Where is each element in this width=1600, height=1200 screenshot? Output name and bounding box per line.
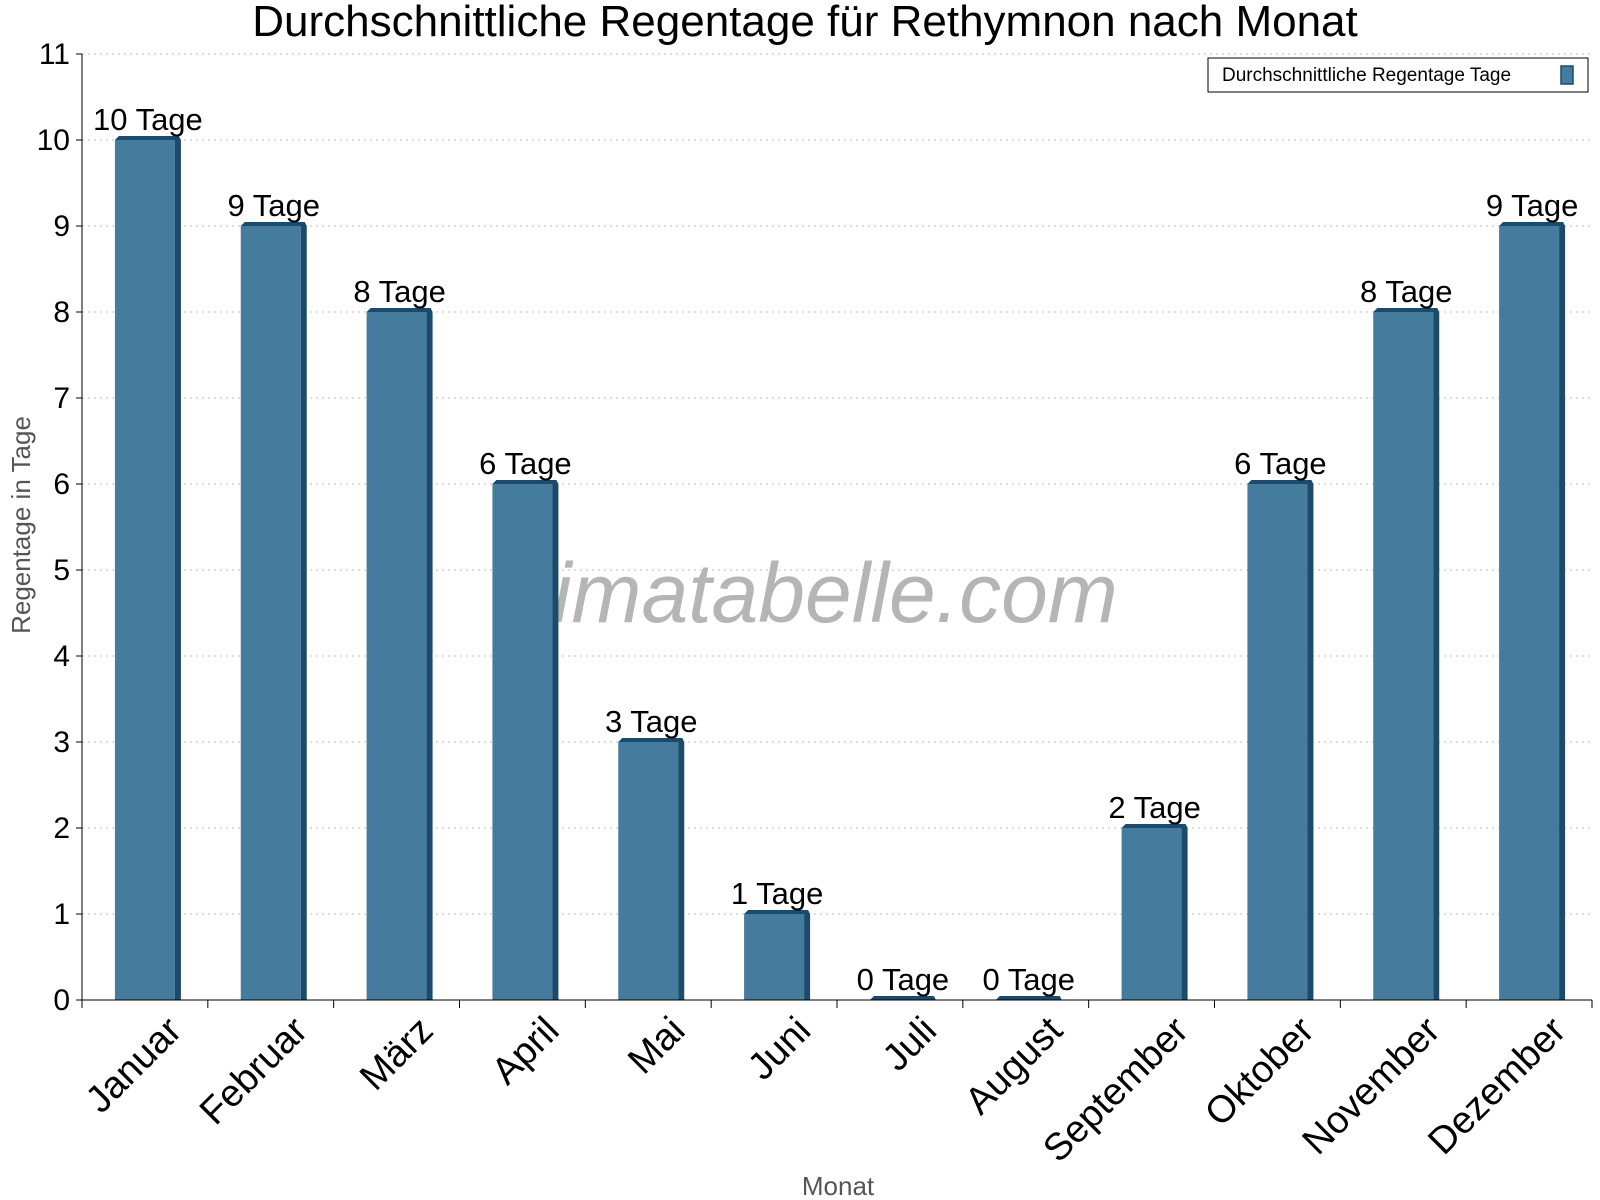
data-label: 8 Tage bbox=[353, 274, 446, 309]
data-labels: 10 Tage 9 Tage 8 Tage 6 Tage 3 Tage 1 Tage 0 T… bbox=[93, 102, 1578, 997]
bar-top bbox=[1499, 222, 1566, 226]
bar bbox=[366, 312, 427, 1000]
y-tick-label: 5 bbox=[53, 554, 70, 587]
bar-side bbox=[552, 484, 559, 1000]
y-tick-label: 6 bbox=[53, 468, 70, 501]
bar-top bbox=[114, 136, 181, 140]
y-tick-label: 9 bbox=[53, 210, 70, 243]
data-label: 9 Tage bbox=[1486, 188, 1579, 223]
y-tick-label: 7 bbox=[53, 382, 70, 415]
bar-top bbox=[366, 308, 433, 312]
y-tick-label: 10 bbox=[37, 124, 70, 157]
x-tick-label: November bbox=[1295, 1009, 1449, 1163]
data-label: 6 Tage bbox=[1234, 446, 1327, 481]
y-tick-label: 1 bbox=[53, 898, 70, 931]
bar-top bbox=[618, 738, 685, 742]
bar-top bbox=[1247, 480, 1314, 484]
data-label: 9 Tage bbox=[227, 188, 320, 223]
data-label: 8 Tage bbox=[1360, 274, 1453, 309]
bar bbox=[1247, 484, 1308, 1000]
chart-title: Durchschnittliche Regentage für Rethymno… bbox=[252, 0, 1358, 46]
data-label: 2 Tage bbox=[1108, 790, 1201, 825]
x-tick-label: Dezember bbox=[1420, 1009, 1574, 1163]
bars bbox=[114, 136, 1566, 1000]
bar-top bbox=[869, 996, 936, 1000]
y-tick-label: 11 bbox=[39, 38, 70, 71]
data-label: 6 Tage bbox=[479, 446, 572, 481]
bar bbox=[1499, 226, 1560, 1000]
bar bbox=[114, 140, 175, 1000]
x-ticks: Januar Februar März April Mai Juni Juli AugustS… bbox=[78, 1009, 1574, 1170]
bar-side bbox=[804, 914, 811, 1000]
x-tick-label: Januar bbox=[78, 1009, 190, 1121]
legend-swatch bbox=[1560, 65, 1574, 85]
y-tick-label: 2 bbox=[53, 812, 70, 845]
x-tick-label: August bbox=[957, 1009, 1071, 1123]
legend-box bbox=[1207, 57, 1589, 93]
legend: Durchschnittliche Regentage Tage bbox=[1207, 57, 1589, 93]
bar-top bbox=[744, 910, 811, 914]
x-tick-label: März bbox=[352, 1009, 441, 1098]
bar bbox=[1121, 828, 1182, 1000]
axes bbox=[76, 53, 1593, 1008]
bar bbox=[492, 484, 553, 1000]
bar-top bbox=[1373, 308, 1440, 312]
bar-side bbox=[300, 226, 307, 1000]
data-label: 0 Tage bbox=[857, 962, 950, 997]
bar-side bbox=[1559, 226, 1566, 1000]
y-tick-label: 3 bbox=[53, 726, 70, 759]
data-label: 1 Tage bbox=[731, 876, 824, 911]
x-axis-title: Monat bbox=[802, 1171, 875, 1200]
y-tick-label: 8 bbox=[53, 296, 70, 329]
bar-top bbox=[492, 480, 559, 484]
watermark: klimatabelle.com bbox=[492, 546, 1118, 640]
bar-side bbox=[1181, 828, 1188, 1000]
legend-label: Durchschnittliche Regentage Tage bbox=[1222, 65, 1511, 86]
bar bbox=[744, 914, 805, 1000]
grid-lines bbox=[82, 53, 1592, 915]
x-tick-label: Februar bbox=[192, 1009, 316, 1133]
data-label: 0 Tage bbox=[982, 962, 1075, 997]
x-tick-label: Juni bbox=[740, 1009, 819, 1088]
bar bbox=[1373, 312, 1434, 1000]
bar bbox=[240, 226, 301, 1000]
bar-side bbox=[678, 742, 685, 1000]
y-tick-label: 0 bbox=[53, 984, 70, 1017]
x-tick-label: Oktober bbox=[1197, 1009, 1323, 1135]
bar bbox=[618, 742, 679, 1000]
y-ticks: 0 1 2 3 4 5 6 7 8 9 10 11 bbox=[37, 38, 70, 1017]
data-label: 10 Tage bbox=[93, 102, 203, 137]
bar-side bbox=[174, 140, 181, 1000]
data-label: 3 Tage bbox=[605, 704, 698, 739]
y-axis-title: Regentage in Tage bbox=[6, 416, 36, 634]
bar-top bbox=[1121, 824, 1188, 828]
bar-side bbox=[1307, 484, 1314, 1000]
x-tick-label: Mai bbox=[620, 1009, 693, 1082]
bar-top bbox=[240, 222, 307, 226]
y-tick-label: 4 bbox=[53, 640, 70, 673]
bar-side bbox=[426, 312, 433, 1000]
bar-top bbox=[995, 996, 1062, 1000]
x-tick-label: Juli bbox=[875, 1009, 945, 1079]
x-tick-label: April bbox=[484, 1009, 567, 1092]
bar-side bbox=[1433, 312, 1440, 1000]
